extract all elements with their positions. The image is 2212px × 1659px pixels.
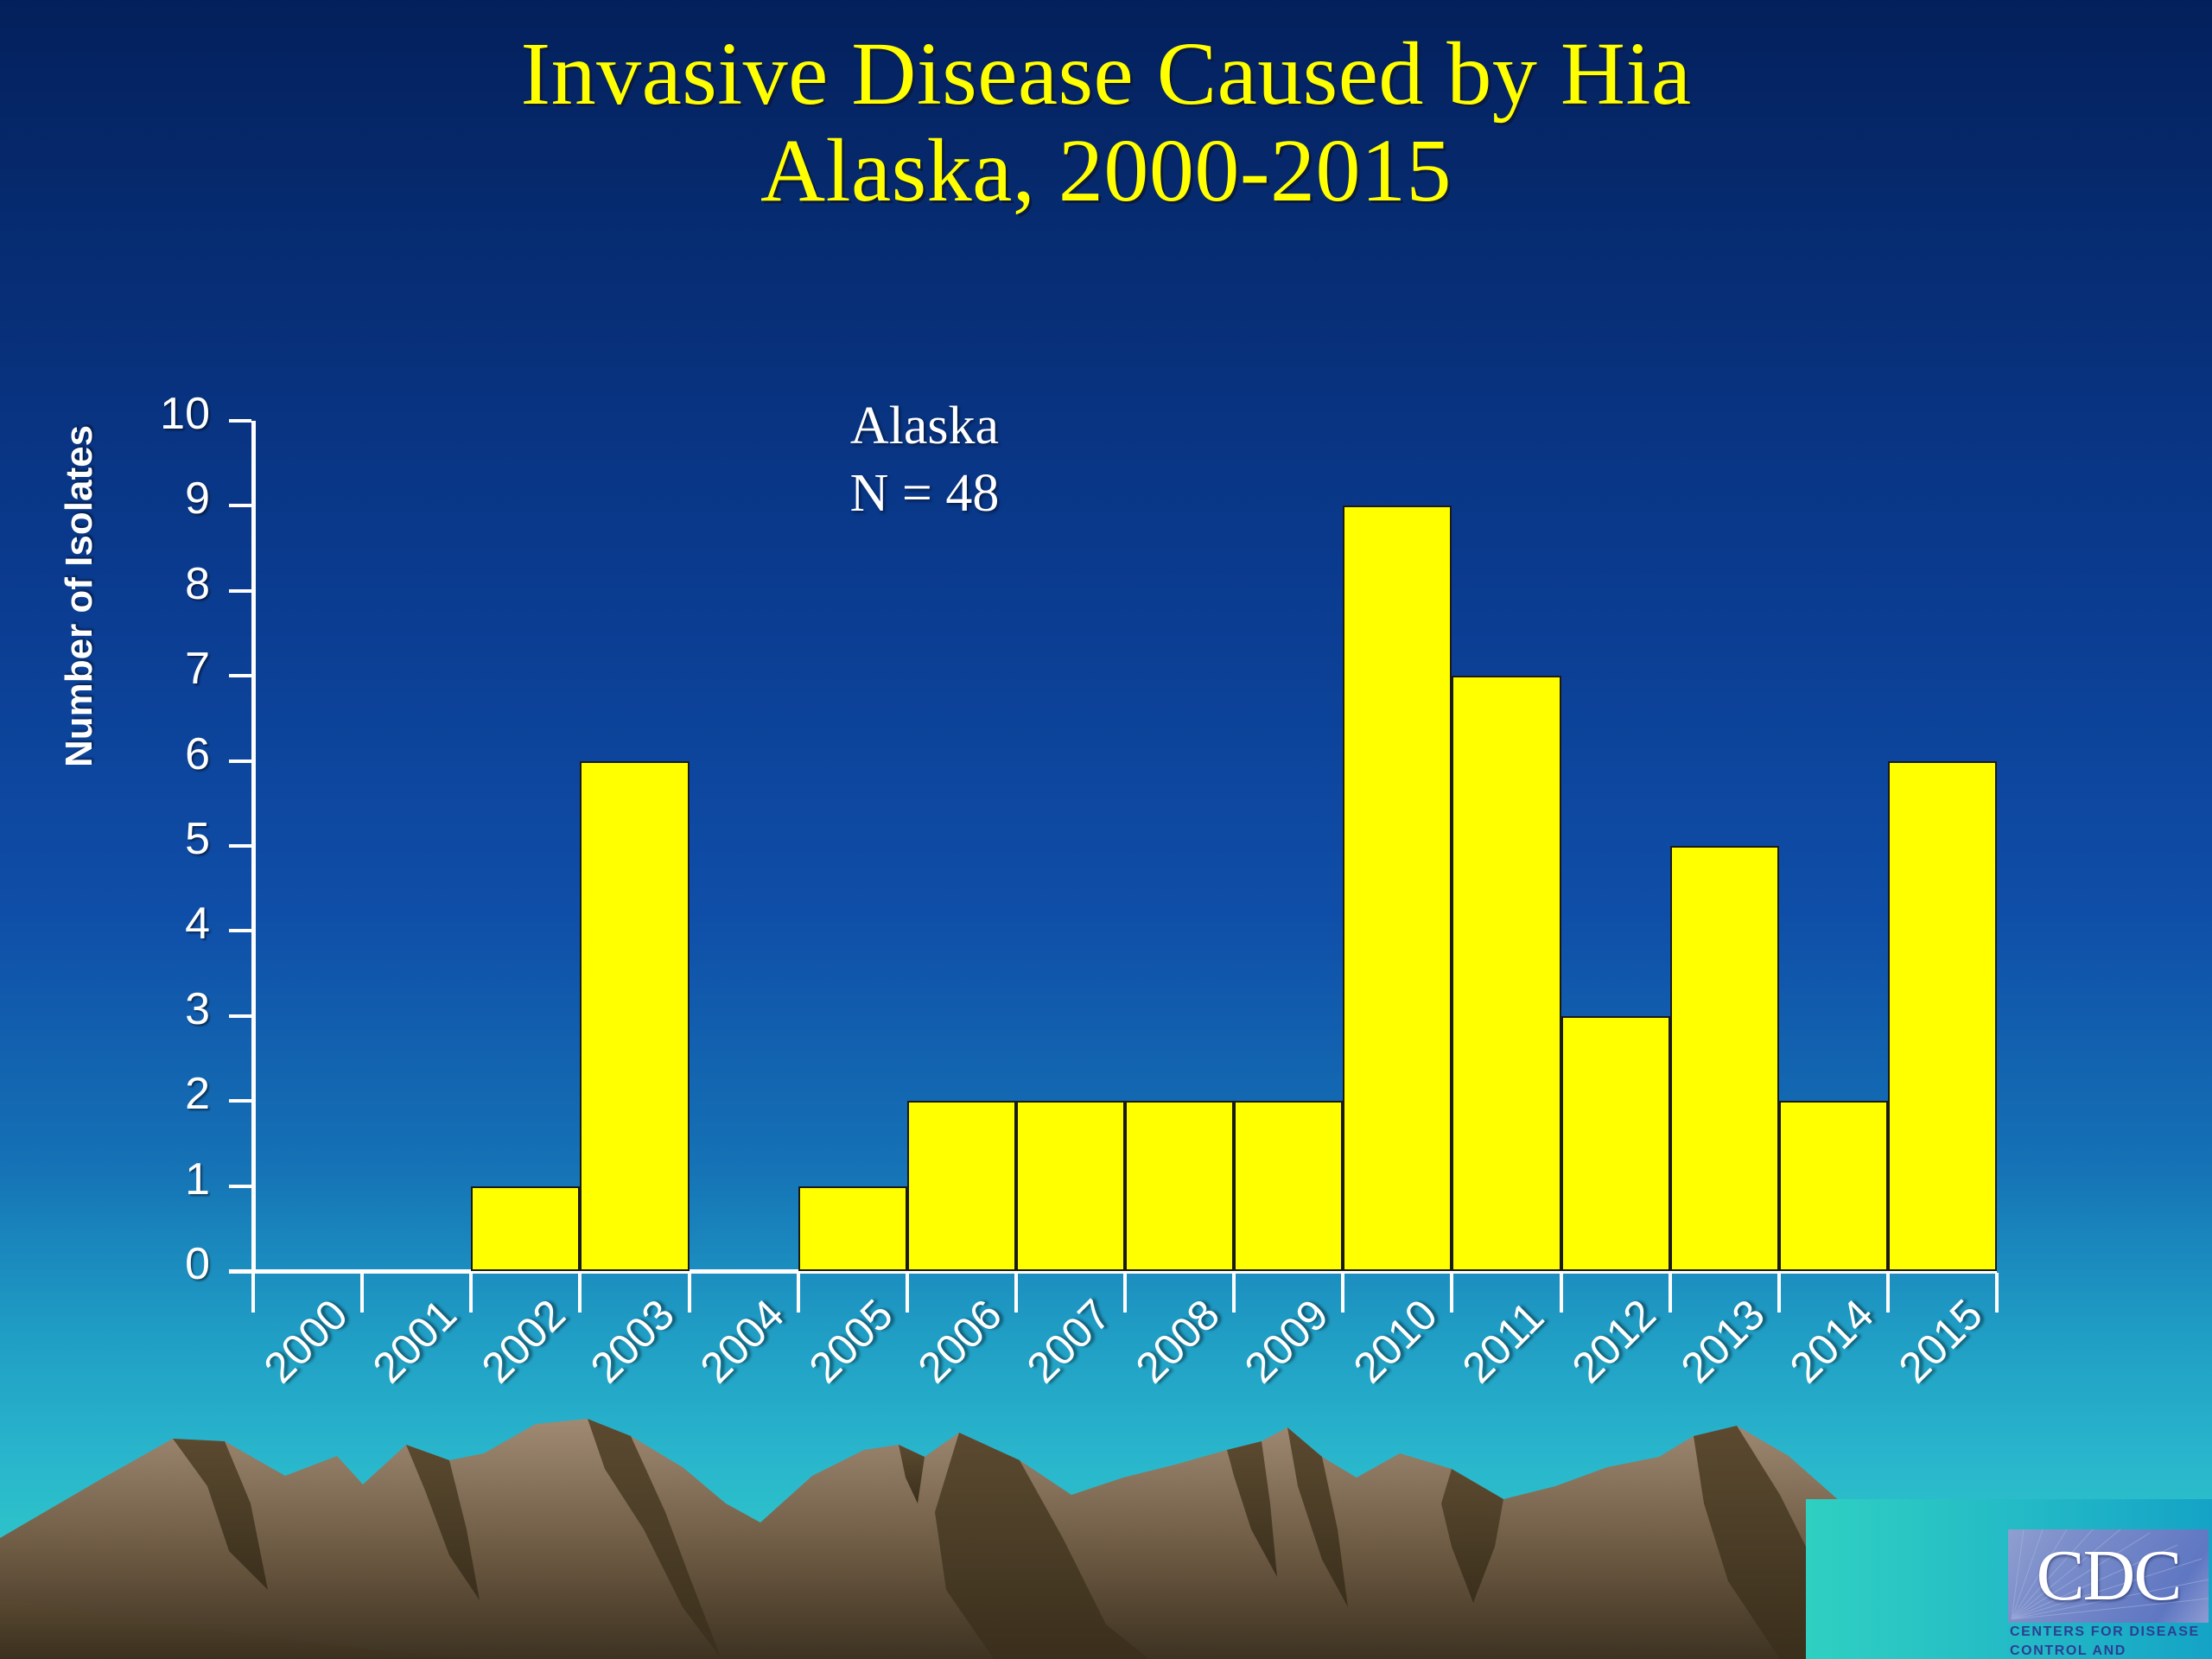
x-axis-tick-mark	[905, 1273, 909, 1313]
mountain-background-graphic	[0, 1419, 2100, 1659]
y-axis-tick-mark	[229, 844, 251, 848]
y-axis-tick-label: 1	[185, 1154, 210, 1205]
y-axis-tick-mark	[229, 674, 251, 678]
x-axis-tick-label: 2013	[1671, 1290, 1774, 1393]
x-axis-tick-mark	[578, 1273, 582, 1313]
y-axis-tick-mark	[229, 1184, 251, 1188]
x-axis-tick-label: 2014	[1780, 1290, 1883, 1393]
y-axis-tick-mark	[229, 929, 251, 933]
y-axis-tick-mark	[229, 1014, 251, 1018]
y-axis-tick-mark	[229, 419, 251, 423]
y-axis-tick-label: 6	[185, 728, 210, 779]
bar-2012	[1560, 1015, 1670, 1271]
y-axis-title: Number of Isolates	[58, 424, 100, 768]
x-axis-tick-label: 2015	[1889, 1290, 1992, 1393]
page-title: Invasive Disease Caused by Hia Alaska, 2…	[0, 24, 2212, 221]
y-axis-tick-mark	[229, 759, 251, 763]
bar-2005	[798, 1185, 907, 1271]
cdc-tagline-line-1: CENTERS FOR DISEASE	[2010, 1624, 2200, 1639]
x-axis-tick-label: 2003	[582, 1290, 684, 1393]
x-axis-tick-label: 2010	[1344, 1290, 1447, 1393]
x-axis-tick-label: 2000	[254, 1290, 358, 1393]
y-axis-tick-label: 2	[185, 1069, 210, 1120]
bar-2009	[1234, 1101, 1344, 1271]
x-axis-tick-mark	[251, 1273, 255, 1313]
x-axis-tick-mark	[1885, 1273, 1890, 1313]
y-axis-tick-label: 8	[185, 558, 210, 609]
bar-2014	[1778, 1101, 1888, 1271]
y-axis-tick-label: 5	[185, 814, 210, 864]
bar-2002	[471, 1185, 581, 1271]
x-axis-tick-label: 2005	[799, 1290, 902, 1393]
x-axis-tick-label: 2004	[690, 1290, 793, 1393]
cdc-logo: CDC CENTERS FOR DISEASE CONTROL AND PREV…	[2008, 1529, 2209, 1659]
x-axis-tick-mark	[1559, 1273, 1563, 1313]
x-axis-tick-label: 2009	[1235, 1290, 1338, 1393]
annotation-region: Alaska	[849, 397, 1000, 455]
annotation-total: N = 48	[849, 463, 1000, 523]
y-axis-tick-label: 10	[160, 389, 210, 439]
x-axis-tick-label: 2002	[473, 1290, 575, 1393]
title-line-1: Invasive Disease Caused by Hia	[520, 24, 1692, 124]
y-axis-tick-label: 9	[185, 474, 210, 524]
cdc-rays-icon	[2011, 1529, 2209, 1620]
y-axis-tick-label: 7	[185, 644, 210, 695]
x-axis-tick-label: 2007	[1017, 1290, 1120, 1393]
bar-2010	[1343, 505, 1452, 1271]
x-axis-line	[229, 1269, 1997, 1274]
y-axis-line	[251, 421, 256, 1271]
bar-2007	[1015, 1101, 1125, 1271]
title-line-2: Alaska, 2000-2015	[760, 121, 1452, 221]
x-axis-tick-mark	[1014, 1273, 1018, 1313]
x-axis-tick-mark	[1123, 1273, 1127, 1313]
x-axis-tick-mark	[1668, 1273, 1672, 1313]
y-axis-tick-label: 4	[185, 899, 210, 950]
bar-2003	[580, 760, 690, 1271]
x-axis-tick-label: 2008	[1126, 1290, 1230, 1393]
y-axis-tick-mark	[229, 588, 251, 593]
y-axis-tick-mark	[229, 504, 251, 508]
bar-2013	[1669, 846, 1779, 1271]
x-axis-tick-mark	[1995, 1273, 1999, 1313]
x-axis-tick-label: 2006	[908, 1290, 1011, 1393]
y-axis-tick-label: 3	[185, 983, 210, 1034]
x-axis-tick-label: 2012	[1562, 1290, 1665, 1393]
bar-2008	[1125, 1101, 1235, 1271]
series-annotation: Alaska N = 48	[760, 393, 1089, 527]
y-axis-tick-label: 0	[185, 1239, 210, 1289]
bar-2011	[1452, 676, 1561, 1271]
x-axis-tick-mark	[687, 1273, 691, 1313]
y-axis-tick-mark	[229, 1099, 251, 1103]
x-axis-tick-label: 2011	[1453, 1292, 1554, 1393]
cdc-logo-mark: CDC	[2008, 1529, 2209, 1623]
bar-2015	[1887, 760, 1997, 1271]
cdc-wordmark: CDC	[2036, 1535, 2183, 1616]
cdc-tagline-line-2: CONTROL AND PREVENTION	[2010, 1643, 2126, 1658]
x-axis-tick-mark	[1450, 1273, 1454, 1313]
x-axis-tick-mark	[1341, 1273, 1345, 1313]
x-axis-tick-mark	[360, 1273, 365, 1313]
x-axis-tick-mark	[1777, 1273, 1781, 1313]
x-axis-tick-mark	[469, 1273, 474, 1313]
bar-2006	[906, 1101, 1016, 1271]
x-axis-tick-mark	[1232, 1273, 1236, 1313]
x-axis-tick-label: 2001	[363, 1290, 467, 1393]
x-axis-tick-mark	[796, 1273, 800, 1313]
